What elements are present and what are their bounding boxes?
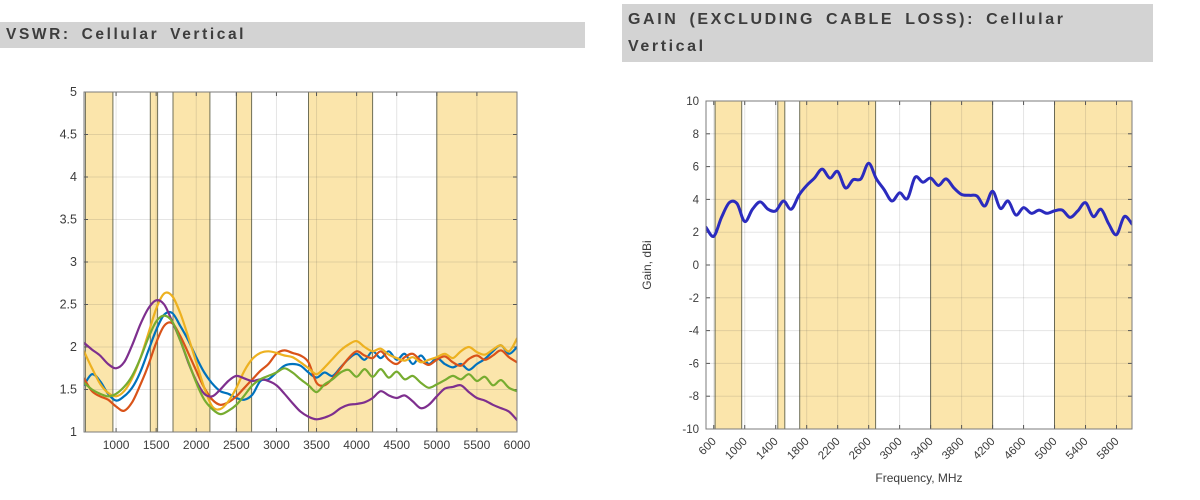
y-tick-label: -4 xyxy=(689,326,700,338)
x-tick-label: 5400 xyxy=(1064,436,1091,463)
y-tick-label: 0 xyxy=(693,260,699,272)
x-tick-label: 2200 xyxy=(816,436,843,463)
x-tick-label: 1000 xyxy=(723,436,750,463)
x-tick-label: 3800 xyxy=(940,436,967,463)
x-tick-label: 5800 xyxy=(1095,436,1122,463)
x-tick-label: 5000 xyxy=(423,438,450,452)
x-tick-label: 600 xyxy=(697,436,719,458)
x-tick-label: 6000 xyxy=(504,438,531,452)
x-tick-label: 4200 xyxy=(971,436,998,463)
plot-border xyxy=(83,91,518,433)
x-tick-label: 1000 xyxy=(103,438,130,452)
x-tick-label: 3500 xyxy=(303,438,330,452)
y-tick-label: -2 xyxy=(689,293,699,305)
x-tick-label: 2000 xyxy=(183,438,210,452)
y-tick-label: 4 xyxy=(70,170,77,184)
trace-yellow xyxy=(84,291,517,411)
gain-trace xyxy=(706,161,1132,238)
x-tick-label: 3000 xyxy=(263,438,290,452)
x-tick-label: 4500 xyxy=(383,438,410,452)
x-tick-label: 3000 xyxy=(878,436,905,463)
y-tick-label: 1.5 xyxy=(60,383,77,397)
y-axis-title: Gain, dBi xyxy=(640,240,654,289)
frequency-band xyxy=(799,100,877,430)
y-tick-label: 4.5 xyxy=(60,128,77,142)
x-tick-label: 4000 xyxy=(343,438,370,452)
y-tick-label: 2.5 xyxy=(60,298,77,312)
y-tick-label: 5 xyxy=(70,85,77,99)
x-tick-label: 2500 xyxy=(223,438,250,452)
x-tick-label: 1500 xyxy=(143,438,170,452)
trace-orange xyxy=(84,321,517,412)
x-tick-label: 5500 xyxy=(464,438,491,452)
y-tick-label: 2 xyxy=(70,340,77,354)
y-tick-label: -6 xyxy=(689,358,699,370)
frequency-band xyxy=(1054,100,1133,430)
x-axis-title: Frequency, MHz xyxy=(875,471,962,485)
y-tick-label: 2 xyxy=(693,227,699,239)
vswr-chart-title: VSWR: Cellular Vertical xyxy=(0,22,585,48)
y-tick-label: 4 xyxy=(693,194,700,206)
x-tick-label: 4600 xyxy=(1002,436,1029,463)
x-tick-label: 1800 xyxy=(785,436,812,463)
x-tick-label: 5000 xyxy=(1033,436,1060,463)
y-tick-label: -10 xyxy=(682,424,699,436)
series-group xyxy=(706,161,1132,238)
plot-border xyxy=(705,100,1133,430)
y-tick-label: 3.5 xyxy=(60,213,77,227)
trace-green xyxy=(84,314,517,416)
gain-chart: -10 -8 -6 -4 -2 0 2 4 6 8 10 600 1000 1400 1800 2200 260… xyxy=(640,96,1133,485)
frequency-band xyxy=(714,100,743,430)
y-tick-label: 8 xyxy=(693,129,699,141)
y-tick-label: 3 xyxy=(70,255,77,269)
x-tick-label: 1400 xyxy=(754,436,781,463)
y-tick-label: 1 xyxy=(70,425,77,439)
vswr-chart: 1 1.5 2 2.5 3 3.5 4 4.5 5 1000 1500 2000 2500 3000 350… xyxy=(60,85,531,452)
x-tick-label: 3400 xyxy=(909,436,936,463)
trace-blue xyxy=(84,310,517,402)
x-tick-label: 2600 xyxy=(847,436,874,463)
trace-purple xyxy=(84,299,517,422)
y-tick-label: 6 xyxy=(693,162,699,174)
series-group xyxy=(84,291,517,422)
gain-chart-title: GAIN (EXCLUDING CABLE LOSS): Cellular Ve… xyxy=(622,4,1153,62)
y-tick-label: -8 xyxy=(689,391,699,403)
y-tick-label: 10 xyxy=(686,96,699,108)
